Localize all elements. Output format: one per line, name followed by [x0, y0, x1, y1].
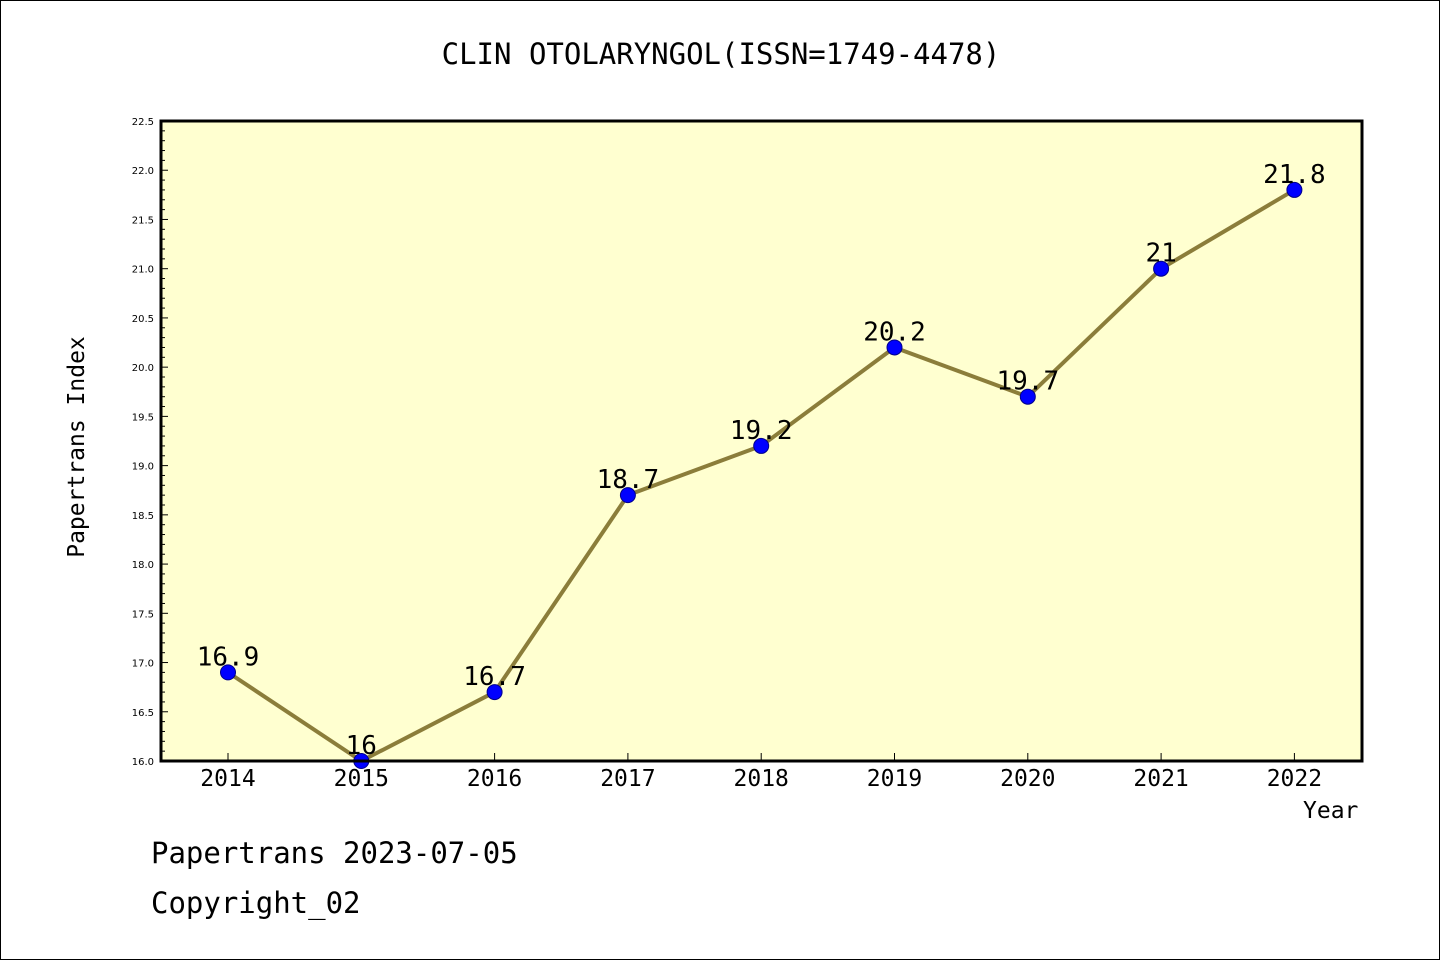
data-point — [619, 487, 636, 504]
footer-date: Papertrans 2023-07-05 — [151, 836, 518, 870]
x-tick-label: 2014 — [200, 766, 255, 792]
x-tick-label: 2021 — [1133, 766, 1188, 792]
chart-title: CLIN OTOLARYNGOL(ISSN=1749-4478) — [441, 37, 1001, 71]
data-label: 18.7 — [597, 465, 660, 495]
data-label: 20.2 — [863, 317, 926, 347]
y-tick-label: 20.5 — [132, 314, 154, 325]
y-tick-label: 19.5 — [132, 412, 154, 423]
x-tick-label: 2015 — [334, 766, 389, 792]
data-point — [220, 664, 236, 681]
x-axis-label: Year — [1303, 798, 1359, 824]
footer-copyright: Copyright_02 — [151, 886, 361, 920]
data-label: 21 — [1145, 239, 1176, 269]
data-label: 19.7 — [996, 367, 1059, 397]
y-tick-label: 20.0 — [132, 363, 154, 374]
y-tick-label: 16.0 — [132, 757, 154, 768]
x-tick-label: 2020 — [1000, 766, 1055, 792]
x-tick-label: 2018 — [734, 766, 789, 792]
y-tick-label: 16.5 — [132, 708, 154, 719]
data-label: 19.2 — [730, 416, 793, 446]
data-point — [1153, 260, 1170, 277]
y-tick-label: 21.0 — [132, 265, 154, 276]
data-point — [1286, 181, 1303, 198]
data-label: 16.7 — [463, 662, 526, 692]
plot-border — [159, 119, 1364, 763]
y-tick-label: 21.5 — [132, 215, 154, 226]
x-tick-label: 2016 — [467, 766, 522, 792]
data-label: 21.8 — [1263, 160, 1326, 190]
x-tick-label: 2022 — [1267, 766, 1322, 792]
x-tick-label: 2019 — [867, 766, 922, 792]
x-tick-label: 2017 — [600, 766, 655, 792]
y-tick-label: 18.0 — [132, 560, 154, 571]
data-point — [753, 437, 770, 454]
y-tick-label: 22.0 — [132, 166, 154, 177]
data-label: 16.9 — [197, 642, 260, 672]
y-tick-label: 18.5 — [132, 511, 154, 522]
y-tick-label: 22.5 — [132, 117, 154, 128]
data-label: 16 — [346, 731, 377, 761]
data-point — [1019, 388, 1036, 405]
y-tick-label: 17.5 — [132, 609, 154, 620]
y-tick-label: 19.0 — [132, 462, 154, 473]
data-point — [886, 339, 903, 356]
data-point — [486, 684, 503, 701]
y-tick-label: 17.0 — [132, 659, 154, 670]
